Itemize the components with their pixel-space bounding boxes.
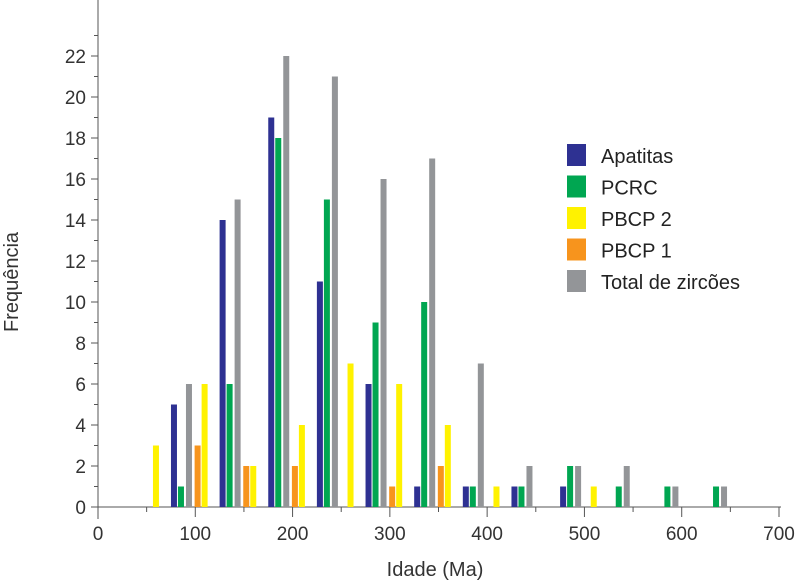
bar-total-de-zirc-es (283, 56, 290, 507)
bar-pcrc (323, 199, 330, 507)
bar-apatitas (511, 486, 518, 507)
bar-pbcp-1 (389, 486, 396, 507)
bar-apatitas (268, 117, 275, 507)
y-tick-label: 0 (75, 498, 86, 519)
y-tick-label: 6 (75, 375, 86, 396)
y-axis-title: Frequência (1, 231, 23, 332)
bar-total-de-zirc-es (623, 466, 630, 507)
legend-label: PBCP 2 (601, 209, 672, 231)
bar-total-de-zirc-es (477, 363, 484, 507)
y-tick-label: 2 (75, 457, 86, 478)
bar-pcrc (275, 138, 282, 507)
bar-pcrc (615, 486, 622, 507)
legend-label: Apatitas (601, 146, 673, 168)
bar-pcrc (567, 466, 574, 507)
bar-pbcp-1 (291, 466, 298, 507)
bar-pbcp-1 (194, 445, 201, 507)
bar-total-de-zirc-es (234, 199, 241, 507)
bar-pcrc (713, 486, 720, 507)
bars (152, 56, 728, 507)
bar-pbcp-1 (437, 466, 444, 507)
bar-total-de-zirc-es (380, 179, 387, 507)
legend-label: Total de zircões (601, 272, 740, 294)
legend-label: PBCP 1 (601, 241, 672, 263)
legend-swatch (567, 207, 586, 229)
x-tick-label: 500 (569, 524, 601, 545)
bar-total-de-zirc-es (331, 76, 338, 507)
legend-swatch (567, 270, 586, 292)
y-tick-label: 22 (65, 47, 86, 68)
bar-total-de-zirc-es (526, 466, 533, 507)
x-tick-label: 300 (374, 524, 406, 545)
y-tick-label: 16 (65, 170, 86, 191)
bar-apatitas (170, 404, 177, 507)
y-tick-label: 14 (65, 211, 87, 232)
x-tick-label: 100 (179, 524, 211, 545)
x-axis-title: Idade (Ma) (387, 559, 484, 581)
bar-total-de-zirc-es (672, 486, 679, 507)
bar-pcrc (226, 384, 233, 507)
bar-apatitas (414, 486, 421, 507)
y-tick-label: 20 (65, 88, 86, 109)
bar-total-de-zirc-es (185, 384, 192, 507)
bar-pbcp-2 (250, 466, 257, 507)
bar-apatitas (365, 384, 372, 507)
x-tick-label: 700 (763, 524, 795, 545)
x-tick-label: 600 (666, 524, 698, 545)
axes (91, 0, 781, 519)
bar-pbcp-1 (243, 466, 250, 507)
bar-apatitas (316, 281, 323, 507)
bar-apatitas (219, 220, 226, 507)
bar-total-de-zirc-es (429, 158, 436, 507)
x-tick-label: 200 (277, 524, 309, 545)
bar-pcrc (177, 486, 184, 507)
bar-total-de-zirc-es (721, 486, 728, 507)
bar-apatitas (462, 486, 469, 507)
bar-pcrc (421, 302, 428, 507)
y-tick-label: 12 (65, 252, 86, 273)
bar-pcrc (664, 486, 671, 507)
x-tick-label: 400 (471, 524, 503, 545)
bar-pbcp-2 (298, 425, 305, 507)
legend-label: PCRC (601, 178, 658, 200)
tick-labels: 0 2 4 6 8 10 12 14 16 18 20 22 0 100 200 300 400 500 600 70… (65, 47, 795, 545)
bar-pcrc (518, 486, 525, 507)
bar-pbcp-2 (444, 425, 451, 507)
y-tick-label: 18 (65, 129, 86, 150)
legend-swatch (567, 175, 586, 198)
legend-swatch (567, 144, 586, 166)
bar-pbcp-2 (396, 384, 403, 507)
legend-swatch (567, 238, 586, 261)
bar-pbcp-2 (590, 486, 597, 507)
bar-pcrc (372, 322, 379, 507)
bar-total-de-zirc-es (575, 466, 582, 507)
bar-apatitas (560, 486, 567, 507)
bar-pcrc (469, 486, 476, 507)
bar-pbcp-2 (493, 486, 500, 507)
bar-pbcp-2 (347, 363, 354, 507)
y-tick-label: 4 (75, 416, 86, 437)
bar-pbcp-2 (201, 384, 208, 507)
y-tick-label: 10 (65, 293, 86, 314)
y-tick-label: 8 (75, 334, 86, 355)
legend: Apatitas PCRC PBCP 2 PBCP 1 Total de zircões (567, 144, 740, 294)
x-tick-label: 0 (93, 524, 104, 545)
bar-pbcp-2 (152, 445, 159, 507)
